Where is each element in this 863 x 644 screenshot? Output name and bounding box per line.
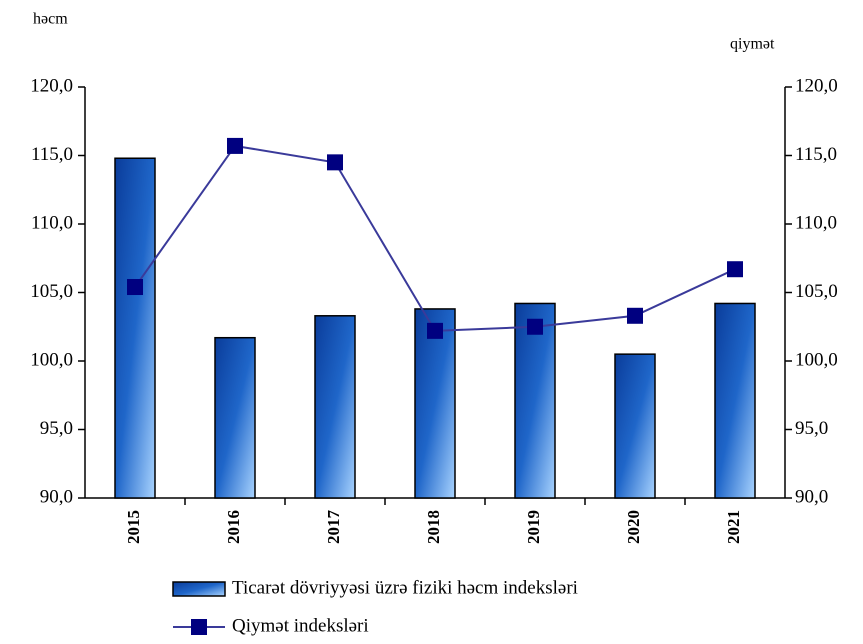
y2-tick-label: 100,0 [795, 349, 838, 370]
y-tick-label: 105,0 [30, 281, 73, 302]
bar [214, 336, 256, 499]
line-marker [727, 261, 743, 278]
x-tick-label: 2015 [124, 510, 143, 544]
line-marker [327, 154, 343, 171]
y2-tick-label: 105,0 [795, 281, 838, 302]
legend-swatch [172, 581, 226, 597]
legend-label: Qiymət indeksləri [232, 615, 369, 636]
y2-tick-label: 115,0 [795, 144, 837, 165]
y-tick-label: 115,0 [31, 144, 73, 165]
line-marker [627, 307, 643, 324]
y2-tick-label: 120,0 [795, 75, 838, 96]
line [134, 144, 736, 332]
y-tick-label: 100,0 [30, 349, 73, 370]
line-marker [227, 137, 243, 154]
x-tick-label: 2017 [324, 510, 343, 545]
y-tick-label: 120,0 [30, 75, 73, 96]
legend-label: Ticarət dövriyyəsi üzrə fiziki həcm inde… [232, 577, 578, 598]
x-tick-label: 2016 [224, 510, 243, 544]
line-marker [427, 322, 443, 339]
legend-marker [191, 619, 207, 635]
y2-tick-label: 110,0 [795, 212, 837, 233]
y2-tick-label: 95,0 [795, 418, 828, 439]
line-marker [527, 318, 543, 335]
bar [714, 302, 756, 499]
bar [314, 315, 356, 499]
bar [514, 302, 556, 499]
x-tick-label: 2021 [724, 510, 743, 544]
y-tick-label: 110,0 [31, 212, 73, 233]
y2-axis-label: qiymət [730, 36, 775, 53]
y-axis-label: həcm [33, 11, 68, 28]
x-tick-label: 2019 [524, 510, 543, 544]
bar [614, 353, 656, 499]
bar [414, 308, 456, 499]
y-tick-label: 90,0 [40, 486, 73, 507]
bar [114, 157, 156, 499]
x-tick-label: 2020 [624, 510, 643, 544]
x-tick-label: 2018 [424, 510, 443, 544]
y2-tick-label: 90,0 [795, 486, 828, 507]
line-marker [127, 279, 143, 296]
y-tick-label: 95,0 [40, 418, 73, 439]
